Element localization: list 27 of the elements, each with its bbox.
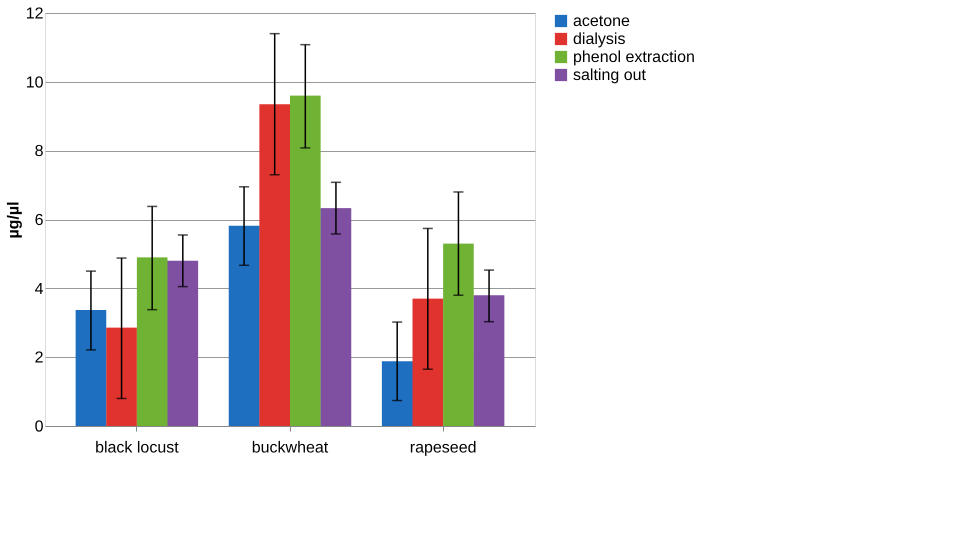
bar: [259, 104, 290, 426]
y-tick-label: 12: [26, 6, 44, 22]
bar: [443, 244, 474, 426]
y-tick-label: 10: [26, 74, 44, 92]
bar: [290, 96, 321, 426]
x-tick-label: black locust: [95, 440, 180, 456]
legend-label: acetone: [573, 13, 630, 30]
y-tick-label: 0: [34, 418, 44, 436]
bar: [382, 361, 412, 426]
bar: [106, 328, 137, 426]
y-axis-title: µg/µl: [6, 201, 23, 239]
bar: [136, 257, 168, 426]
y-tick-label: 2: [34, 350, 44, 367]
x-tick-label: buckwheat: [252, 440, 329, 456]
bar: [320, 208, 352, 426]
bar: [474, 295, 504, 426]
bar: [76, 310, 106, 426]
y-tick-label: 4: [34, 280, 44, 298]
legend-label: phenol extraction: [573, 49, 695, 66]
x-tick-label: rapeseed: [410, 440, 476, 456]
bar: [168, 260, 198, 426]
bar: [228, 226, 260, 426]
y-tick-label: 6: [34, 212, 44, 229]
bar: [412, 298, 444, 426]
legend-label: dialysis: [573, 31, 626, 48]
y-tick-label: 8: [34, 143, 44, 160]
legend-label: salting out: [573, 67, 646, 84]
